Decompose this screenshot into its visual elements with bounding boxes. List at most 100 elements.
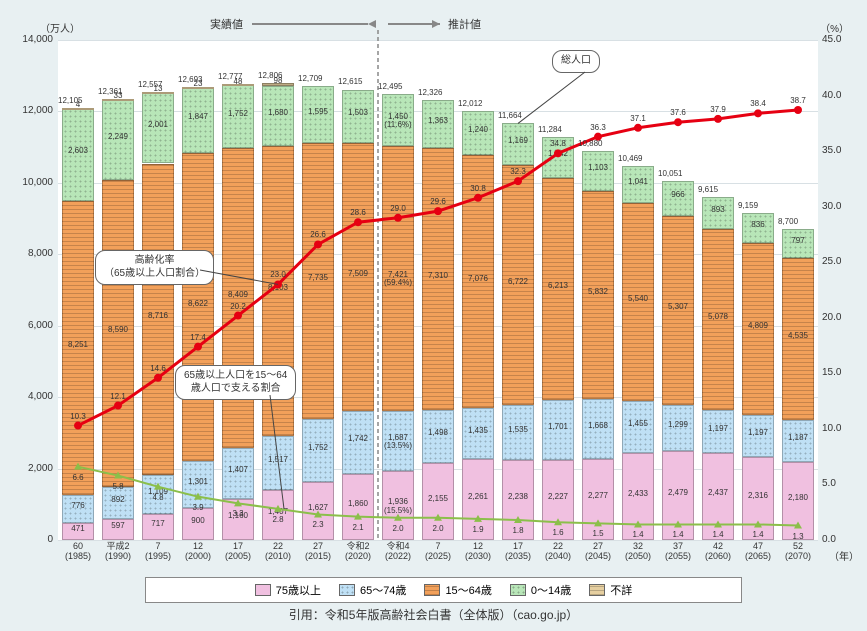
legend-swatch [255, 584, 271, 596]
legend-label: 不詳 [610, 582, 632, 598]
x-tick-label: 12 (2030) [458, 542, 498, 562]
bar-segment-age0 [782, 229, 813, 257]
callout-aging-rate: 高齢化率 （65歳以上人口割合） [95, 250, 214, 285]
bar: 1,936 (15.5%)1,687 (13.5%)7,421 (59.4%)1… [382, 40, 413, 540]
y-tick-left: 2,000 [13, 463, 53, 474]
bar-segment-age65 [142, 475, 173, 515]
bar-segment-age0 [142, 92, 173, 163]
x-tick-label: 平成2 (1990) [98, 542, 138, 562]
bar-total-label: 12,105 [58, 96, 82, 105]
bar-segment-unknown [182, 87, 213, 89]
bar-total-label: 12,495 [378, 82, 402, 91]
bar-segment-age65 [182, 461, 213, 507]
bar-segment-unknown [262, 83, 293, 87]
bar: 2,2611,4357,0761,240 [462, 40, 493, 540]
bar-segment-age0 [622, 166, 653, 203]
y-tick-left: 6,000 [13, 320, 53, 331]
bar-segment-age15 [422, 148, 453, 409]
x-tick-label: 令和4 (2022) [378, 542, 418, 562]
x-unit-label: （年） [829, 548, 859, 563]
bar: 9001,3018,6221,84723 [182, 40, 213, 540]
bar: 5978928,5902,24933 [102, 40, 133, 540]
bar-segment-age65 [542, 400, 573, 461]
legend-item: 不詳 [589, 582, 632, 598]
y-tick-right: 40.0 [822, 90, 862, 101]
bar-segment-age0 [102, 100, 133, 180]
bar-total-label: 12,693 [178, 75, 202, 84]
bar: 2,2771,6685,8321,103 [582, 40, 613, 540]
bar-total-label: 10,880 [578, 139, 602, 148]
bar-total-label: 12,361 [98, 87, 122, 96]
bar: 1,8601,7427,5091,503 [342, 40, 373, 540]
x-tick-label: 42 (2060) [698, 542, 738, 562]
bar-total-label: 11,664 [498, 111, 522, 120]
bar-total-label: 12,615 [338, 77, 362, 86]
y-tick-right: 10.0 [822, 423, 862, 434]
source-text: 引用：令和5年版高齢社会白書（全体版）（cao.go.jp） [0, 606, 867, 623]
bar-segment-age15 [622, 203, 653, 401]
bar-segment-age65 [582, 399, 613, 459]
bar-segment-age0 [542, 137, 573, 178]
legend-label: 15～64歳 [445, 582, 491, 598]
bar-segment-age0 [502, 123, 533, 165]
bar: 2,2271,7016,2131,142 [542, 40, 573, 540]
legend-label: 75歳以上 [276, 582, 321, 598]
bar-segment-age0 [342, 90, 373, 144]
y-tick-right: 0.0 [822, 534, 862, 545]
y-tick-left: 12,000 [13, 105, 53, 116]
bar-segment-age15 [222, 148, 253, 448]
legend-item: 65～74歳 [339, 582, 406, 598]
bar-total-label: 11,284 [538, 125, 562, 134]
bar-total-label: 10,051 [658, 169, 682, 178]
bar-segment-age0 [62, 108, 93, 201]
bar-segment-age65 [262, 436, 293, 490]
bar-segment-age65 [622, 401, 653, 453]
legend-swatch [339, 584, 355, 596]
bar-segment-age15 [342, 143, 373, 411]
x-tick-label: 27 (2045) [578, 542, 618, 562]
bar-segment-age65 [62, 495, 93, 523]
bar-segment-age0 [182, 88, 213, 154]
bar: 7171,1098,7162,00113 [142, 40, 173, 540]
bar-segment-age15 [142, 164, 173, 475]
bar-segment-age0 [582, 151, 613, 190]
legend-label: 65～74歳 [360, 582, 406, 598]
bar-segment-age0 [422, 100, 453, 149]
bar-segment-age15 [542, 178, 573, 400]
legend-swatch [589, 584, 605, 596]
bar-segment-age0 [462, 111, 493, 155]
x-tick-label: 60 (1985) [58, 542, 98, 562]
y-tick-left: 14,000 [13, 34, 53, 45]
bar-segment-age75 [302, 482, 333, 540]
bar-segment-age65 [102, 487, 133, 519]
callout-total-pop: 総人口 [552, 50, 600, 73]
bar-segment-age15 [702, 229, 733, 410]
bar-segment-unknown [222, 84, 253, 86]
bar-segment-age65 [422, 410, 453, 464]
x-tick-label: 22 (2040) [538, 542, 578, 562]
bar-segment-age65 [302, 419, 333, 482]
bar-segment-age65 [742, 415, 773, 458]
y-tick-right: 45.0 [822, 34, 862, 45]
plot-area: 4717768,2512,6034 5978928,5902,24933 7171,… [58, 40, 818, 540]
annot-projected: 推計値 [448, 16, 481, 32]
bar: 2,4791,2995,307966 [662, 40, 693, 540]
bar-segment-age15 [102, 180, 133, 487]
bar-segment-age75 [542, 460, 573, 540]
bar-segment-age15 [62, 201, 93, 496]
y-tick-right: 5.0 [822, 478, 862, 489]
bar-total-label: 12,806 [258, 71, 282, 80]
bar-segment-age75 [382, 471, 413, 540]
bar-segment-age15 [302, 143, 333, 419]
legend-swatch [510, 584, 526, 596]
legend-item: 0～14歳 [510, 582, 571, 598]
y-tick-left: 4,000 [13, 391, 53, 402]
bar-segment-age75 [62, 523, 93, 540]
annot-actual: 実績値 [210, 16, 243, 32]
bar-segment-age0 [382, 94, 413, 146]
y-tick-right: 35.0 [822, 145, 862, 156]
bar-segment-age75 [462, 459, 493, 540]
bar: 2,4331,4555,5401,041 [622, 40, 653, 540]
y-tick-left: 0 [13, 534, 53, 545]
bar: 4717768,2512,6034 [62, 40, 93, 540]
